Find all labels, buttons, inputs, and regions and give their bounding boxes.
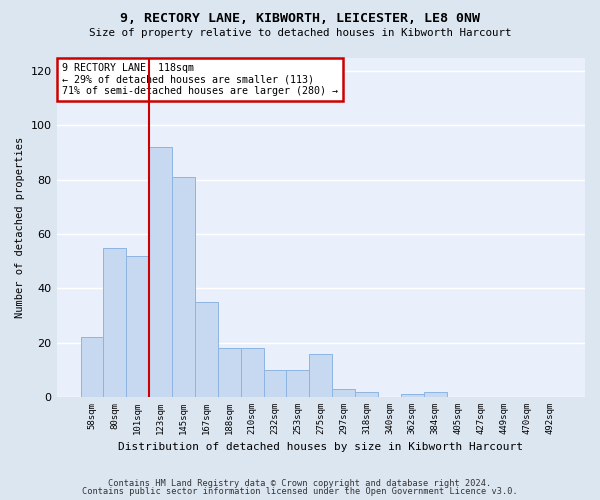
Bar (286, 370, 310, 397)
Bar (241, 348, 263, 397)
Bar (310, 354, 332, 397)
Bar (172, 177, 195, 397)
Bar (103, 248, 127, 397)
Y-axis label: Number of detached properties: Number of detached properties (15, 136, 25, 318)
Bar (218, 348, 241, 397)
Text: 9, RECTORY LANE, KIBWORTH, LEICESTER, LE8 0NW: 9, RECTORY LANE, KIBWORTH, LEICESTER, LE… (120, 12, 480, 26)
X-axis label: Distribution of detached houses by size in Kibworth Harcourt: Distribution of detached houses by size … (118, 442, 523, 452)
Bar (332, 389, 355, 397)
Bar (355, 392, 378, 397)
Text: 9 RECTORY LANE: 118sqm
← 29% of detached houses are smaller (113)
71% of semi-de: 9 RECTORY LANE: 118sqm ← 29% of detached… (62, 62, 338, 96)
Bar (401, 394, 424, 397)
Bar (424, 392, 446, 397)
Bar (80, 338, 103, 397)
Bar (149, 147, 172, 397)
Text: Contains public sector information licensed under the Open Government Licence v3: Contains public sector information licen… (82, 487, 518, 496)
Bar (127, 256, 149, 397)
Bar (195, 302, 218, 397)
Text: Size of property relative to detached houses in Kibworth Harcourt: Size of property relative to detached ho… (89, 28, 511, 38)
Bar (263, 370, 286, 397)
Text: Contains HM Land Registry data © Crown copyright and database right 2024.: Contains HM Land Registry data © Crown c… (109, 478, 491, 488)
